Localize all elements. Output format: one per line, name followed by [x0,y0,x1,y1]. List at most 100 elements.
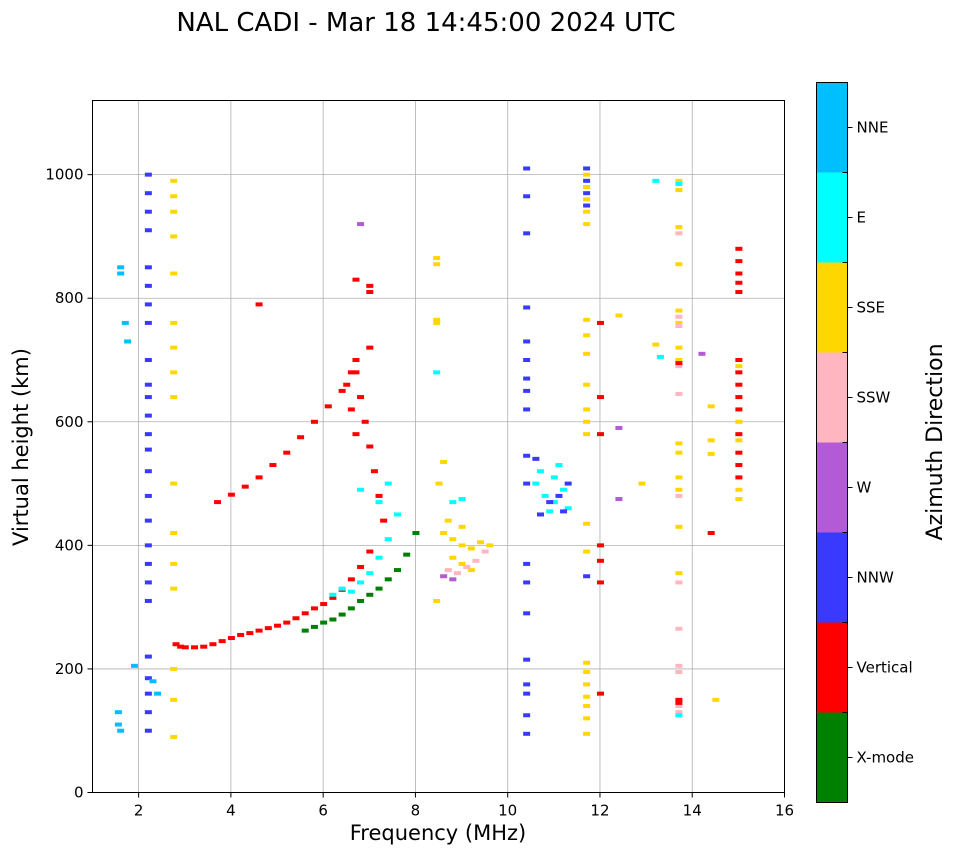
data-point [227,636,235,641]
data-point [214,500,222,505]
data-point [352,370,360,375]
data-point [675,704,683,708]
x-axis-ticks: 2 4 6 8 10 12 14 16 [134,792,794,820]
data-point [433,256,441,261]
data-point [583,704,591,708]
data-point [433,598,441,603]
data-point [583,419,591,424]
data-point [449,500,457,505]
y-tick-label: 0 [74,784,84,802]
data-point [255,302,263,307]
data-point [583,209,591,214]
series-14 [114,265,162,733]
data-point [366,592,374,597]
data-point [237,632,245,637]
y-tick-label: 600 [55,413,84,431]
data-point [440,459,448,464]
colorbar-segment [816,262,848,353]
data-point [596,558,604,563]
data-point [347,606,355,611]
data-point [352,277,360,282]
data-point [144,493,152,498]
data-point [458,497,466,502]
data-point [170,697,178,702]
data-point [707,438,715,443]
data-point [675,626,683,631]
data-point [536,469,544,474]
data-point [735,382,743,387]
data-point [384,577,392,582]
data-point [615,497,623,502]
x-axis-label: Frequency (MHz) [350,821,526,845]
colorbar-label: X-mode [857,749,914,767]
data-point [523,580,531,585]
data-point [329,617,337,622]
data-point [144,691,152,696]
data-point [144,710,152,715]
data-point [246,631,254,636]
data-point [707,531,715,535]
data-point [583,682,591,687]
data-point [477,540,485,545]
colorbar-segment [816,442,848,533]
data-point [735,438,743,443]
series-15 [523,166,531,736]
data-point [735,407,743,412]
data-point [274,623,282,628]
series-23 [615,313,720,702]
data-point [675,358,683,362]
data-point [583,197,591,202]
data-point [301,611,309,616]
data-point [675,314,683,319]
data-point [583,521,591,526]
data-point [583,549,591,554]
colorbar-segment [816,172,848,263]
data-point [170,531,178,535]
data-point [675,178,683,183]
colorbar-label: Vertical [857,659,913,677]
series-18 [596,320,604,696]
data-point [170,345,178,350]
series-6 [444,549,489,576]
data-point [144,432,152,437]
data-point [675,391,683,396]
colorbar-label: SSW [857,389,891,407]
data-point [472,558,480,563]
data-point [433,370,441,375]
data-point [144,320,152,325]
data-point [172,642,180,647]
data-point [292,616,300,621]
data-point [144,580,152,585]
data-point [675,697,683,702]
data-point [523,691,531,696]
data-point [343,382,351,387]
data-point [440,531,448,535]
series-24 [255,277,715,535]
data-point [412,531,420,535]
data-point [735,290,743,295]
data-point [652,342,660,347]
data-point [144,469,152,474]
data-point [241,484,249,489]
data-point [117,271,125,276]
data-point [583,185,591,189]
data-point [583,203,591,208]
data-point [675,181,683,186]
data-point [453,571,461,576]
data-point [735,419,743,424]
data-point [144,358,152,362]
data-point [269,463,277,468]
colorbar-label: NNE [857,119,889,137]
data-point [366,444,374,449]
data-point [338,388,346,393]
data-point [380,518,388,523]
data-point [675,320,683,325]
series-7 [357,222,706,582]
data-point [675,493,683,498]
data-point [675,441,683,446]
data-point [523,611,531,616]
series-13 [170,178,178,739]
data-point [675,700,683,705]
x-tick-label: 6 [318,802,328,820]
